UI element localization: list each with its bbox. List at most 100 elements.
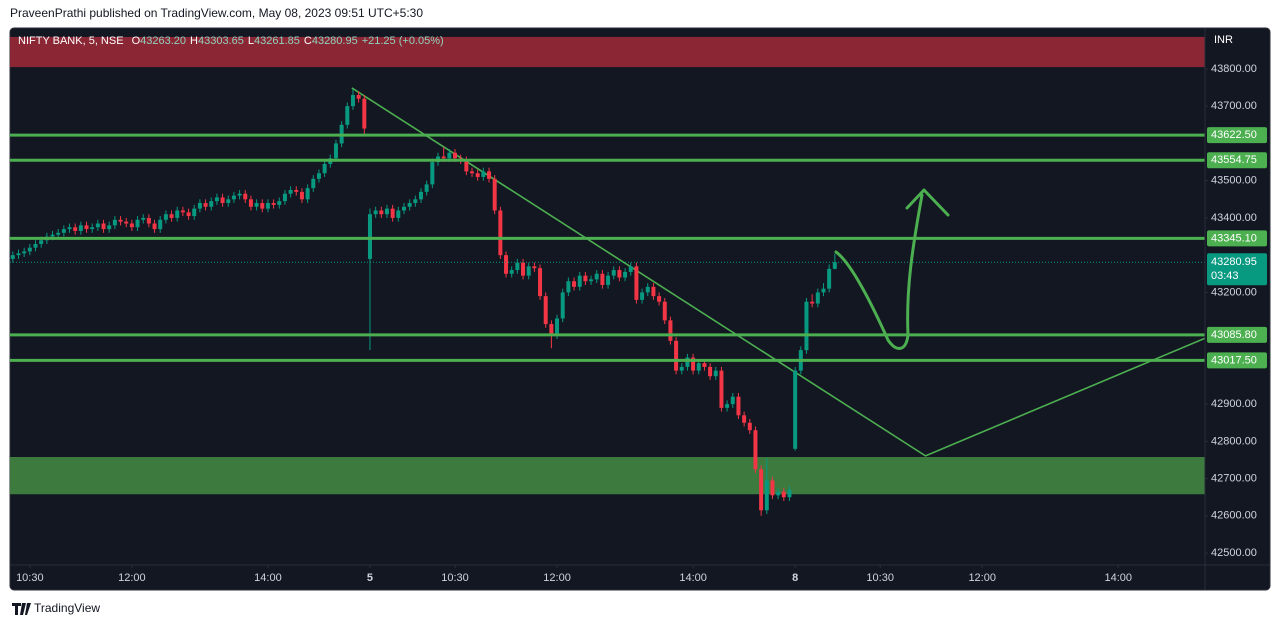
candle-body bbox=[566, 281, 571, 293]
candle-body bbox=[118, 219, 123, 222]
candle-body bbox=[418, 191, 423, 200]
candle-body bbox=[288, 189, 293, 194]
candle-body bbox=[504, 255, 509, 274]
y-tick-label: 43500.00 bbox=[1211, 175, 1257, 187]
candle-body bbox=[22, 251, 27, 254]
candle-body bbox=[141, 217, 146, 220]
candle-body bbox=[152, 223, 157, 230]
plot-area bbox=[5, 36, 1205, 516]
candle-body bbox=[589, 279, 594, 282]
candle-body bbox=[793, 370, 798, 449]
x-tick-label: 14:00 bbox=[1105, 572, 1133, 584]
candle-body bbox=[192, 208, 197, 217]
ohlc-name: O bbox=[131, 35, 141, 47]
candle-body bbox=[549, 324, 554, 336]
candle-body bbox=[39, 240, 44, 244]
candle-body bbox=[33, 243, 38, 248]
candle-body bbox=[475, 173, 480, 177]
candle-body bbox=[129, 223, 134, 228]
candle-body bbox=[577, 275, 582, 287]
candle-body bbox=[725, 404, 730, 408]
candle-body bbox=[214, 197, 219, 202]
symbol: NIFTY BANK, 5, NSE bbox=[18, 35, 124, 47]
candle-body bbox=[209, 201, 214, 207]
candle-body bbox=[67, 227, 72, 230]
candle-body bbox=[623, 271, 628, 278]
candle-body bbox=[708, 366, 713, 377]
candle-body bbox=[271, 203, 276, 205]
candle-body bbox=[628, 266, 633, 272]
candle-body bbox=[322, 163, 327, 174]
zone bbox=[10, 36, 1205, 68]
ohlc-value: 43261.85 bbox=[253, 35, 300, 47]
level-label: 43345.10 bbox=[1211, 232, 1257, 244]
candle-body bbox=[498, 210, 503, 256]
candle-body bbox=[634, 266, 639, 300]
candle-body bbox=[464, 160, 469, 172]
candle-body bbox=[112, 219, 117, 226]
candle-body bbox=[401, 206, 406, 211]
x-tick-label: 14:00 bbox=[254, 572, 282, 584]
zone bbox=[10, 457, 1205, 495]
x-tick-label: 12:00 bbox=[543, 572, 571, 584]
level-label: 43622.50 bbox=[1211, 129, 1257, 141]
candle-body bbox=[781, 491, 786, 498]
candle-body bbox=[594, 273, 599, 280]
ohlc-item: O43263.20 bbox=[132, 35, 186, 47]
candle-body bbox=[333, 143, 338, 159]
candle-body bbox=[282, 193, 287, 202]
candle-body bbox=[804, 301, 809, 351]
hand-drawn-arrow bbox=[834, 188, 950, 350]
y-tick-label: 42900.00 bbox=[1211, 398, 1257, 410]
candle-body bbox=[384, 208, 389, 215]
candle-body bbox=[61, 229, 66, 233]
candle-body bbox=[509, 270, 514, 274]
candle-body bbox=[583, 275, 588, 282]
candle-body bbox=[237, 193, 242, 196]
last-price-box bbox=[1207, 253, 1267, 286]
candle-body bbox=[424, 184, 429, 192]
candle-body bbox=[572, 281, 577, 287]
byline: PraveenPrathi published on TradingView.c… bbox=[10, 6, 423, 20]
candle-body bbox=[197, 203, 202, 209]
y-tick-label: 42800.00 bbox=[1211, 435, 1257, 447]
chart-background bbox=[9, 27, 1271, 591]
candle-body bbox=[84, 225, 89, 230]
candle-body bbox=[662, 301, 667, 321]
candle-body bbox=[311, 178, 316, 189]
ohlc-value: 43280.95 bbox=[311, 35, 358, 47]
candle-body bbox=[453, 152, 458, 159]
candle-body bbox=[163, 214, 168, 220]
candle-body bbox=[810, 301, 815, 304]
ohlc-value: 43303.65 bbox=[197, 35, 244, 47]
candle-body bbox=[600, 273, 605, 285]
candle-body bbox=[231, 195, 236, 200]
candle-body bbox=[470, 171, 475, 174]
candle-body bbox=[764, 480, 769, 511]
candle-body bbox=[396, 210, 401, 218]
ohlc-item: H43303.65 bbox=[190, 35, 244, 47]
candle-body bbox=[316, 173, 321, 179]
candle-body bbox=[521, 262, 526, 276]
y-tick-label: 43700.00 bbox=[1211, 100, 1257, 112]
candle-body bbox=[101, 223, 106, 230]
level-label-box bbox=[1207, 127, 1267, 144]
candle-body bbox=[5, 259, 9, 263]
candle-body bbox=[356, 95, 361, 99]
x-tick-label: 10:30 bbox=[16, 572, 44, 584]
candle-body bbox=[305, 188, 310, 200]
candle-body bbox=[407, 203, 412, 207]
footer-logo bbox=[12, 603, 31, 615]
candle-body bbox=[124, 221, 129, 224]
candle-body bbox=[713, 370, 718, 377]
x-tick-label: 10:30 bbox=[441, 572, 469, 584]
candle-body bbox=[27, 247, 32, 252]
level-label-box bbox=[1207, 152, 1267, 169]
change: +21.25 (+0.05%) bbox=[361, 35, 444, 47]
candle-body bbox=[373, 210, 378, 215]
x-tick-label: 10:30 bbox=[866, 572, 894, 584]
candle-body bbox=[487, 171, 492, 179]
candle-body bbox=[538, 268, 543, 297]
candle-body bbox=[345, 106, 350, 125]
